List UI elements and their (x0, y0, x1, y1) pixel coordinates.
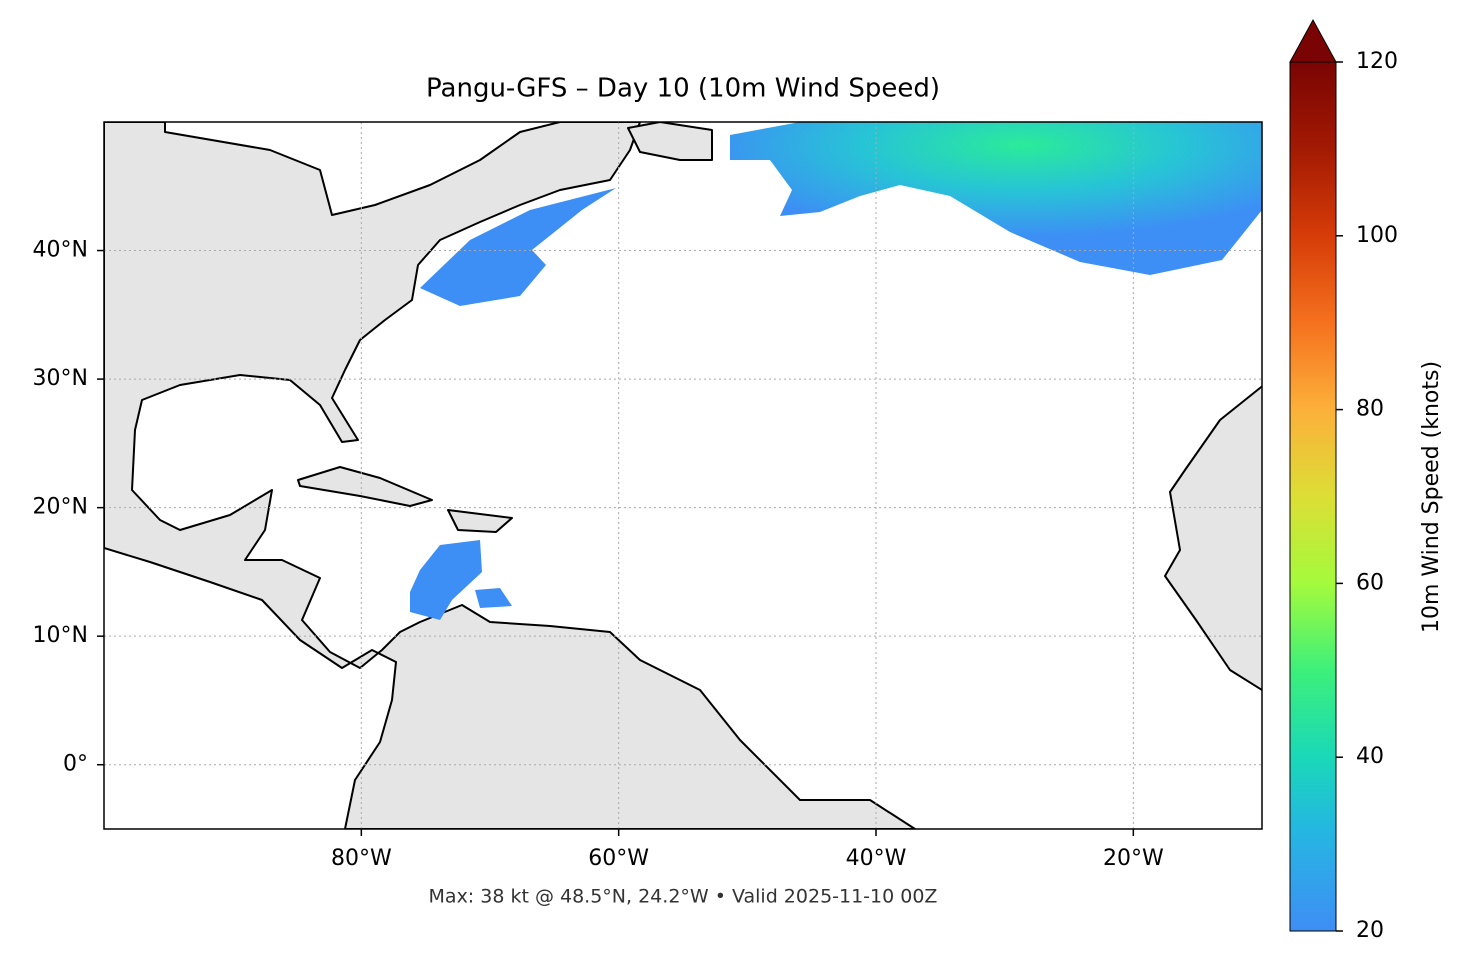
footer: Max: 38 kt @ 48.5°N, 24.2°W • Valid 2025… (429, 886, 938, 908)
title: Pangu-GFS – Day 10 (10m Wind Speed) (426, 74, 940, 104)
x-tick-label: 80°W (331, 846, 392, 871)
colorbar-tick-label: 120 (1356, 49, 1398, 74)
colorbar-extend (1289, 18, 1337, 63)
colorbar-tick-label: 100 (1356, 223, 1398, 248)
x-tick-label: 20°W (1103, 846, 1164, 871)
y-tick-label: 20°N (33, 495, 88, 520)
colorbar (1289, 61, 1337, 932)
colorbar-label: 10m Wind Speed (knots) (1419, 361, 1444, 633)
land-newfoundland (627, 122, 713, 161)
map (104, 122, 1262, 829)
y-tick-label: 30°N (33, 366, 88, 391)
land-cuba (297, 466, 433, 507)
wind-area (410, 540, 482, 620)
x-tick-label: 40°W (846, 846, 907, 871)
y-tick-label: 10°N (33, 623, 88, 648)
y-tick-label: 40°N (33, 238, 88, 263)
colorbar-tick-label: 60 (1356, 570, 1384, 595)
colorbar-tick-label: 20 (1356, 918, 1384, 943)
land-africa (1164, 385, 1262, 692)
wind-area (475, 588, 512, 608)
land-hispaniola (447, 509, 513, 533)
x-tick-label: 60°W (588, 846, 649, 871)
colorbar-tick-label: 40 (1356, 744, 1384, 769)
colorbar-tick-label: 80 (1356, 397, 1384, 422)
wind-area (420, 188, 616, 306)
wind-area (730, 122, 1262, 275)
map-frame (103, 121, 1263, 830)
y-tick-label: 0° (63, 752, 88, 777)
